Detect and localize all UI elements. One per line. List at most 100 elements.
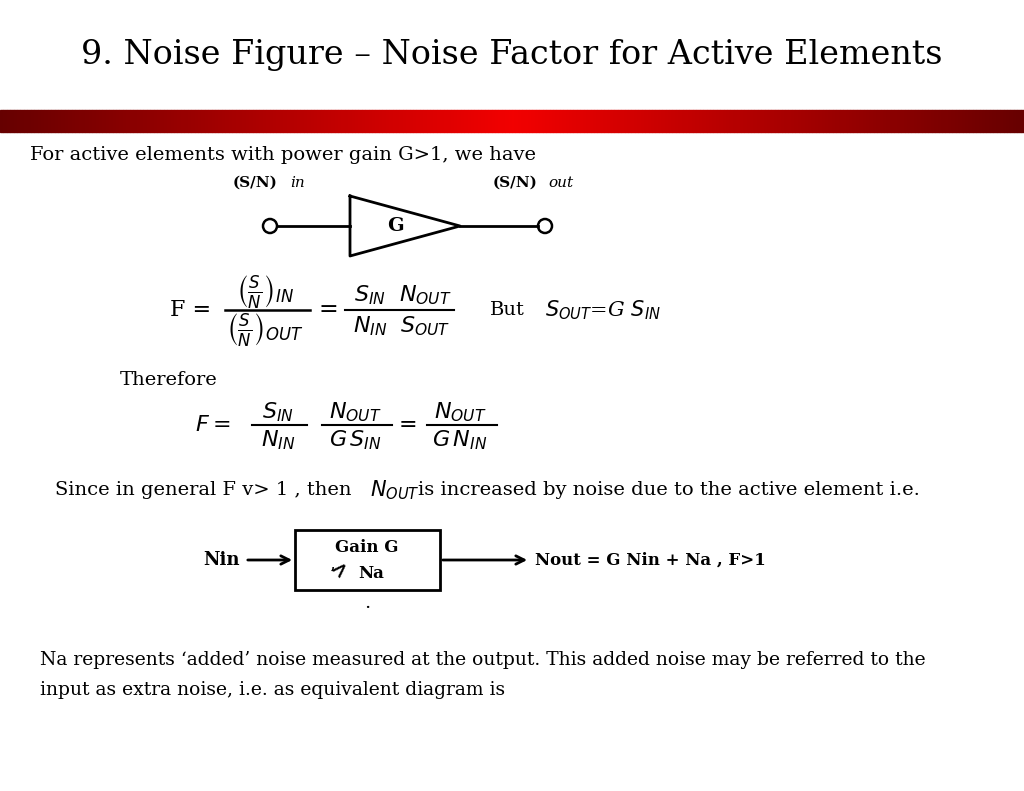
Bar bbox=[499, 110, 502, 132]
Bar bbox=[481, 110, 484, 132]
Bar bbox=[41, 110, 44, 132]
Bar bbox=[65, 110, 69, 132]
Bar bbox=[28, 110, 31, 132]
Bar bbox=[566, 110, 570, 132]
Bar bbox=[54, 110, 58, 132]
Bar bbox=[369, 110, 372, 132]
Bar bbox=[888, 110, 891, 132]
Bar bbox=[884, 110, 888, 132]
Bar bbox=[44, 110, 48, 132]
Bar bbox=[799, 110, 802, 132]
Bar bbox=[379, 110, 382, 132]
Bar bbox=[914, 110, 919, 132]
Bar bbox=[816, 110, 819, 132]
Bar bbox=[471, 110, 474, 132]
Bar bbox=[826, 110, 829, 132]
Bar bbox=[935, 110, 939, 132]
Bar bbox=[522, 110, 525, 132]
Text: Since in general F v> 1 , then: Since in general F v> 1 , then bbox=[55, 481, 351, 499]
Bar bbox=[85, 110, 89, 132]
Bar bbox=[495, 110, 499, 132]
Bar bbox=[351, 110, 355, 132]
Bar bbox=[898, 110, 901, 132]
Bar bbox=[407, 110, 410, 132]
Bar bbox=[269, 110, 273, 132]
Bar bbox=[525, 110, 529, 132]
Bar bbox=[38, 110, 41, 132]
Text: Nin: Nin bbox=[204, 551, 240, 569]
Bar bbox=[191, 110, 195, 132]
Bar bbox=[154, 110, 157, 132]
Text: is increased by noise due to the active element i.e.: is increased by noise due to the active … bbox=[418, 481, 920, 499]
Text: $S_{IN}$: $S_{IN}$ bbox=[354, 283, 386, 307]
Bar bbox=[693, 110, 696, 132]
Bar bbox=[468, 110, 471, 132]
Bar bbox=[594, 110, 597, 132]
Bar bbox=[573, 110, 577, 132]
Bar bbox=[287, 110, 290, 132]
Bar bbox=[120, 110, 123, 132]
Bar bbox=[232, 110, 236, 132]
Bar bbox=[461, 110, 464, 132]
Bar bbox=[72, 110, 75, 132]
Bar bbox=[532, 110, 536, 132]
Bar bbox=[249, 110, 253, 132]
Bar bbox=[663, 110, 666, 132]
Bar bbox=[310, 110, 314, 132]
Bar bbox=[843, 110, 847, 132]
Text: out: out bbox=[548, 176, 573, 190]
Text: Gain G: Gain G bbox=[335, 539, 398, 555]
Bar bbox=[625, 110, 628, 132]
Bar bbox=[873, 110, 878, 132]
Bar bbox=[802, 110, 806, 132]
Text: But: But bbox=[490, 301, 525, 319]
Bar bbox=[423, 110, 427, 132]
Bar bbox=[737, 110, 740, 132]
Bar bbox=[102, 110, 105, 132]
Bar bbox=[809, 110, 812, 132]
Bar bbox=[61, 110, 65, 132]
Bar bbox=[540, 110, 543, 132]
Bar bbox=[345, 110, 348, 132]
Bar bbox=[679, 110, 683, 132]
Bar bbox=[1000, 110, 1004, 132]
Bar bbox=[740, 110, 744, 132]
Bar bbox=[765, 110, 768, 132]
Bar bbox=[328, 110, 331, 132]
Bar bbox=[556, 110, 560, 132]
Bar bbox=[546, 110, 550, 132]
Bar bbox=[366, 110, 369, 132]
Bar bbox=[771, 110, 775, 132]
Text: (S/N): (S/N) bbox=[493, 176, 538, 190]
Bar bbox=[140, 110, 143, 132]
Bar bbox=[136, 110, 140, 132]
Bar bbox=[519, 110, 522, 132]
Bar bbox=[89, 110, 92, 132]
Bar bbox=[440, 110, 443, 132]
Bar bbox=[980, 110, 983, 132]
Bar bbox=[867, 110, 870, 132]
Bar bbox=[420, 110, 423, 132]
Bar bbox=[392, 110, 396, 132]
Bar bbox=[850, 110, 853, 132]
Bar bbox=[447, 110, 451, 132]
Bar bbox=[133, 110, 136, 132]
Bar bbox=[399, 110, 402, 132]
Bar bbox=[696, 110, 699, 132]
Bar bbox=[720, 110, 724, 132]
Bar bbox=[707, 110, 710, 132]
Text: $N_{IN}$: $N_{IN}$ bbox=[261, 428, 295, 452]
Bar bbox=[536, 110, 540, 132]
Bar bbox=[48, 110, 51, 132]
Bar bbox=[246, 110, 249, 132]
Bar bbox=[402, 110, 407, 132]
Bar bbox=[717, 110, 720, 132]
Text: F =: F = bbox=[170, 299, 211, 321]
Bar bbox=[361, 110, 366, 132]
Bar bbox=[904, 110, 908, 132]
Bar bbox=[829, 110, 833, 132]
Bar bbox=[396, 110, 399, 132]
Bar bbox=[99, 110, 102, 132]
Bar bbox=[222, 110, 225, 132]
Bar bbox=[488, 110, 492, 132]
